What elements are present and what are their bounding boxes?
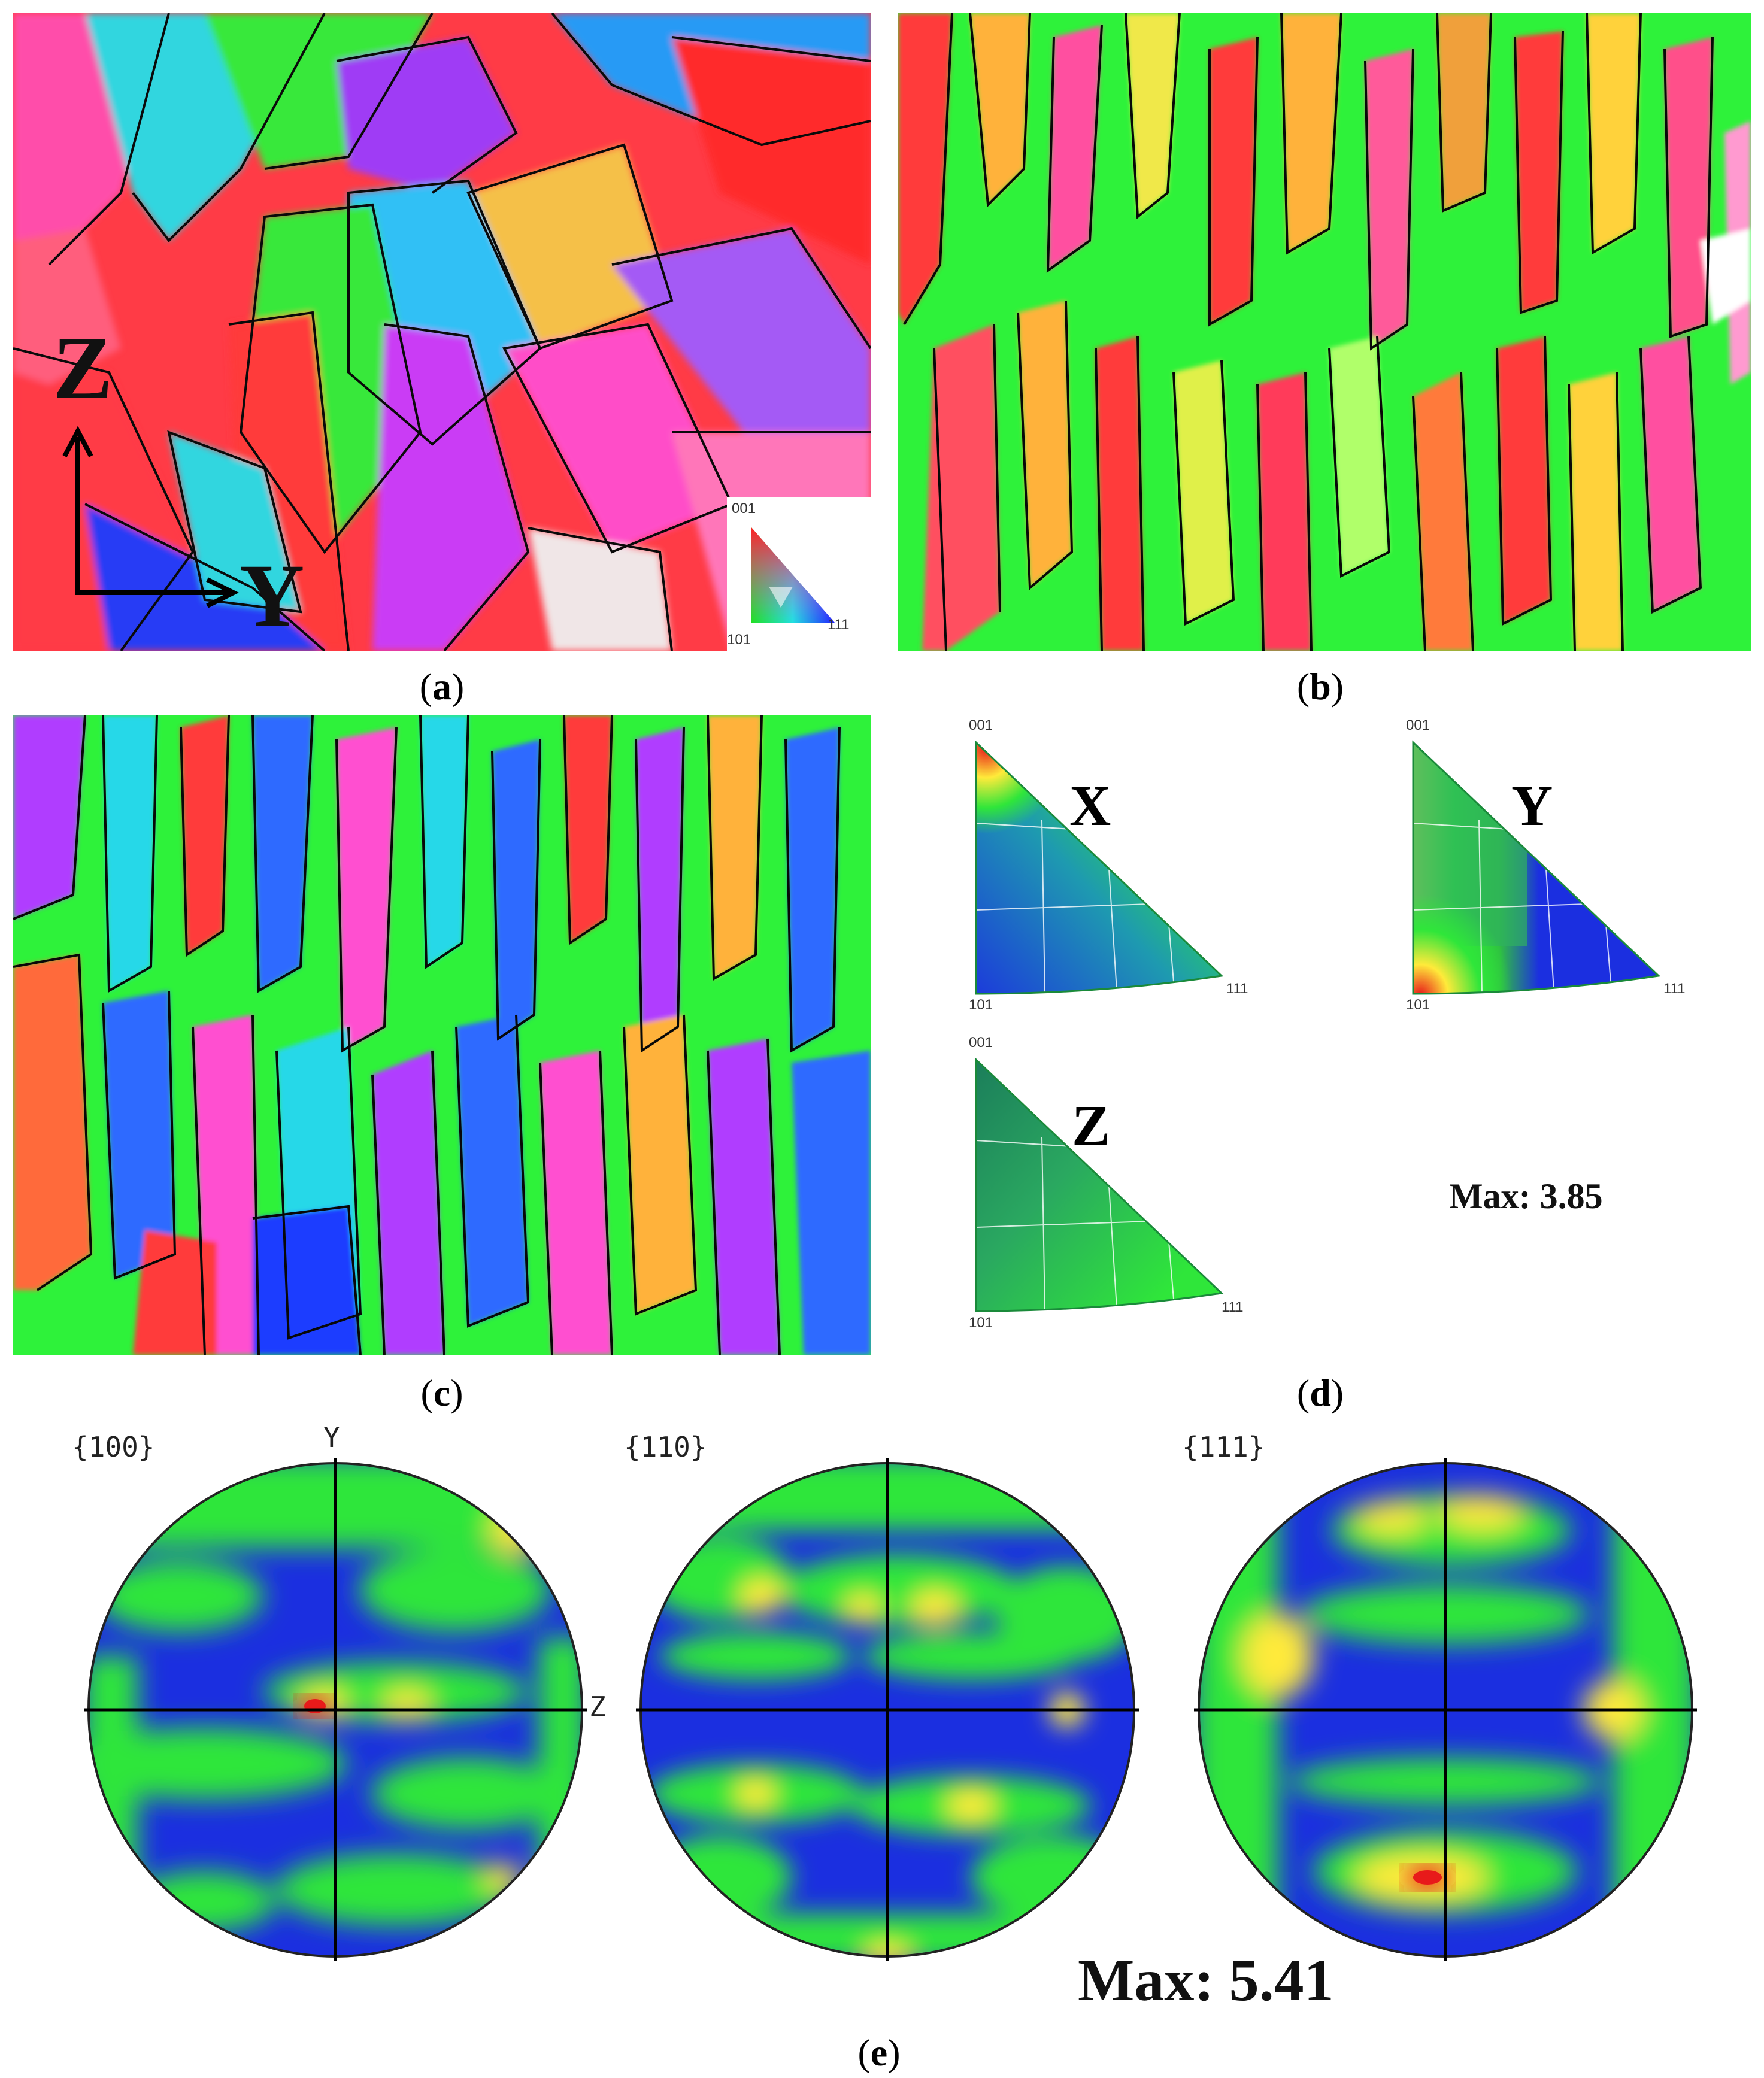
pf-110-title: {110} [624, 1431, 707, 1463]
pole-figure-110 [636, 1458, 1139, 1961]
ipf-y-label-001: 001 [1406, 717, 1430, 733]
ipf-x-label-111: 111 [1226, 981, 1248, 997]
axis-label-z: Z [53, 318, 113, 418]
key-label-101: 101 [727, 632, 751, 648]
ipf-max-value: Max: 3.85 [1449, 1176, 1603, 1216]
pf-100-axis-z: Z [589, 1691, 606, 1723]
pf-max-value: Max: 5.41 [1078, 1947, 1334, 2013]
axis-label-y: Y [240, 546, 305, 645]
caption-a: (a) [419, 665, 465, 708]
caption-c: (c) [420, 1372, 463, 1414]
ipf-y-label-101: 101 [1406, 997, 1430, 1013]
pf-100-axis-y: Y [323, 1421, 340, 1454]
caption-d: (d) [1296, 1372, 1344, 1414]
key-label-001: 001 [732, 500, 756, 517]
ipf-y-axis-label: Y [1511, 773, 1553, 838]
pole-figure-111 [1194, 1458, 1697, 1961]
ebsd-map-c [13, 715, 871, 1355]
ipf-triangle-y [1407, 730, 1671, 1018]
ipf-x-label-001: 001 [969, 717, 993, 733]
ipf-z-label-101: 101 [969, 1315, 993, 1331]
ipf-z-axis-label: Z [1072, 1093, 1111, 1157]
ipf-color-key [727, 497, 871, 651]
ipf-triangle-x [970, 730, 1233, 1018]
ebsd-map-a [13, 13, 871, 651]
ipf-x-axis-label: X [1069, 773, 1111, 838]
ipf-y-label-111: 111 [1663, 981, 1686, 997]
ebsd-map-b [898, 13, 1751, 651]
caption-e: (e) [857, 2031, 901, 2074]
pole-figure-100 [84, 1458, 587, 1961]
axis-arrows [60, 419, 251, 617]
ipf-triangle-z [970, 1048, 1233, 1335]
ipf-z-label-111: 111 [1222, 1299, 1244, 1315]
key-label-111: 111 [828, 617, 850, 633]
ipf-x-label-101: 101 [969, 997, 993, 1013]
pf-100-title: {100} [72, 1431, 155, 1463]
caption-b: (b) [1296, 665, 1344, 708]
ipf-z-label-001: 001 [969, 1035, 993, 1051]
pf-111-title: {111} [1182, 1431, 1265, 1463]
